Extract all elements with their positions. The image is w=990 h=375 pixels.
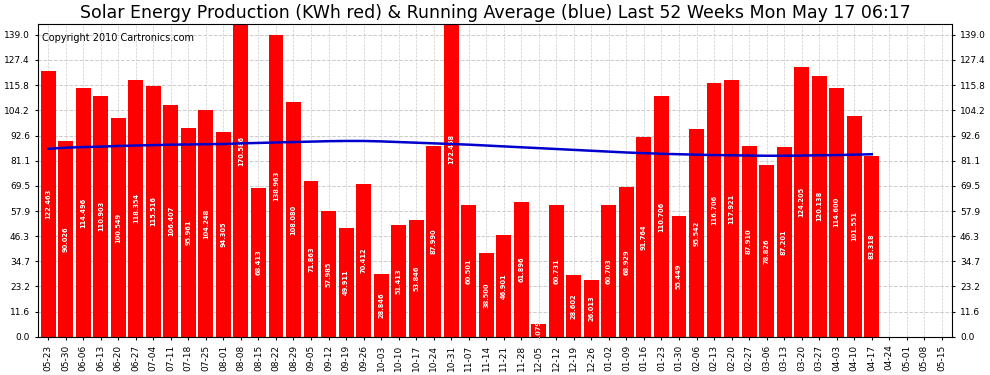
Bar (461, 206, 476, 337)
Text: 94.305: 94.305 (221, 222, 227, 247)
Text: 95.542: 95.542 (694, 220, 700, 246)
Bar (637, 137, 651, 337)
Text: 104.248: 104.248 (203, 209, 209, 239)
Bar (514, 202, 529, 337)
Text: 138.963: 138.963 (273, 171, 279, 201)
Bar (216, 132, 231, 337)
Bar (707, 83, 722, 337)
Bar (198, 110, 213, 337)
Text: 61.896: 61.896 (519, 257, 525, 282)
Text: 28.846: 28.846 (378, 293, 384, 318)
Text: 60.731: 60.731 (553, 258, 559, 284)
Text: 70.412: 70.412 (360, 248, 366, 273)
Bar (356, 184, 371, 337)
Text: 170.586: 170.586 (238, 136, 244, 166)
Text: 83.318: 83.318 (868, 234, 875, 259)
Bar (619, 187, 634, 337)
Text: 124.205: 124.205 (799, 187, 805, 217)
Text: 87.910: 87.910 (746, 228, 752, 254)
Bar (830, 88, 844, 337)
Bar (566, 275, 581, 337)
Bar (391, 225, 406, 337)
Bar (304, 181, 319, 337)
Bar (268, 34, 283, 337)
Text: 60.501: 60.501 (465, 258, 471, 284)
Text: 114.496: 114.496 (80, 197, 86, 228)
Text: 53.846: 53.846 (413, 266, 419, 291)
Bar (234, 0, 248, 337)
Bar (163, 105, 178, 337)
Text: 78.826: 78.826 (763, 238, 769, 264)
Text: 6.079: 6.079 (536, 320, 542, 341)
Bar (111, 118, 126, 337)
Bar (654, 96, 669, 337)
Bar (427, 146, 442, 337)
Text: 91.764: 91.764 (641, 224, 646, 250)
Bar (373, 274, 388, 337)
Text: 117.921: 117.921 (729, 194, 735, 224)
Bar (496, 235, 511, 337)
Text: 95.961: 95.961 (185, 220, 191, 245)
Text: 110.903: 110.903 (98, 201, 104, 231)
Bar (76, 88, 91, 337)
Bar (532, 324, 546, 337)
Text: 26.013: 26.013 (588, 296, 594, 321)
Bar (339, 228, 353, 337)
Bar (251, 188, 266, 337)
Bar (777, 147, 792, 337)
Text: 71.863: 71.863 (308, 246, 314, 272)
Text: 87.990: 87.990 (431, 228, 437, 254)
Bar (742, 146, 756, 337)
Bar (602, 205, 617, 337)
Text: 46.901: 46.901 (501, 273, 507, 299)
Bar (286, 102, 301, 337)
Text: 122.463: 122.463 (46, 189, 51, 219)
Bar (724, 81, 739, 337)
Text: 110.706: 110.706 (658, 201, 664, 232)
Text: 106.407: 106.407 (168, 206, 174, 236)
Text: 87.201: 87.201 (781, 229, 787, 255)
Text: 118.354: 118.354 (133, 193, 139, 223)
Text: 57.985: 57.985 (326, 261, 332, 286)
Bar (671, 216, 686, 337)
Text: 51.413: 51.413 (396, 268, 402, 294)
Bar (759, 165, 774, 337)
Bar (181, 128, 196, 337)
Bar (689, 129, 704, 337)
Text: 68.413: 68.413 (255, 250, 261, 275)
Bar (146, 86, 160, 337)
Text: 116.706: 116.706 (711, 195, 717, 225)
Text: 38.500: 38.500 (483, 282, 489, 308)
Text: 55.449: 55.449 (676, 264, 682, 290)
Bar (846, 116, 861, 337)
Bar (129, 80, 144, 337)
Text: 101.551: 101.551 (851, 211, 857, 242)
Bar (321, 211, 336, 337)
Title: Solar Energy Production (KWh red) & Running Average (blue) Last 52 Weeks Mon May: Solar Energy Production (KWh red) & Runn… (79, 4, 911, 22)
Text: 108.080: 108.080 (290, 204, 296, 234)
Text: 28.602: 28.602 (571, 293, 577, 319)
Bar (93, 96, 108, 337)
Bar (548, 205, 563, 337)
Bar (864, 156, 879, 337)
Text: 90.026: 90.026 (62, 226, 68, 252)
Bar (812, 76, 827, 337)
Bar (444, 0, 458, 337)
Bar (58, 141, 73, 337)
Text: 68.929: 68.929 (624, 249, 630, 275)
Text: 49.911: 49.911 (344, 270, 349, 296)
Bar (41, 70, 55, 337)
Text: 115.516: 115.516 (150, 196, 156, 226)
Bar (409, 220, 424, 337)
Bar (479, 253, 494, 337)
Bar (584, 280, 599, 337)
Text: Copyright 2010 Cartronics.com: Copyright 2010 Cartronics.com (43, 33, 194, 43)
Text: 114.600: 114.600 (834, 197, 840, 227)
Text: 120.138: 120.138 (816, 191, 822, 221)
Text: 60.703: 60.703 (606, 258, 612, 284)
Text: 100.549: 100.549 (115, 213, 122, 243)
Bar (794, 67, 809, 337)
Text: 172.458: 172.458 (448, 134, 454, 165)
